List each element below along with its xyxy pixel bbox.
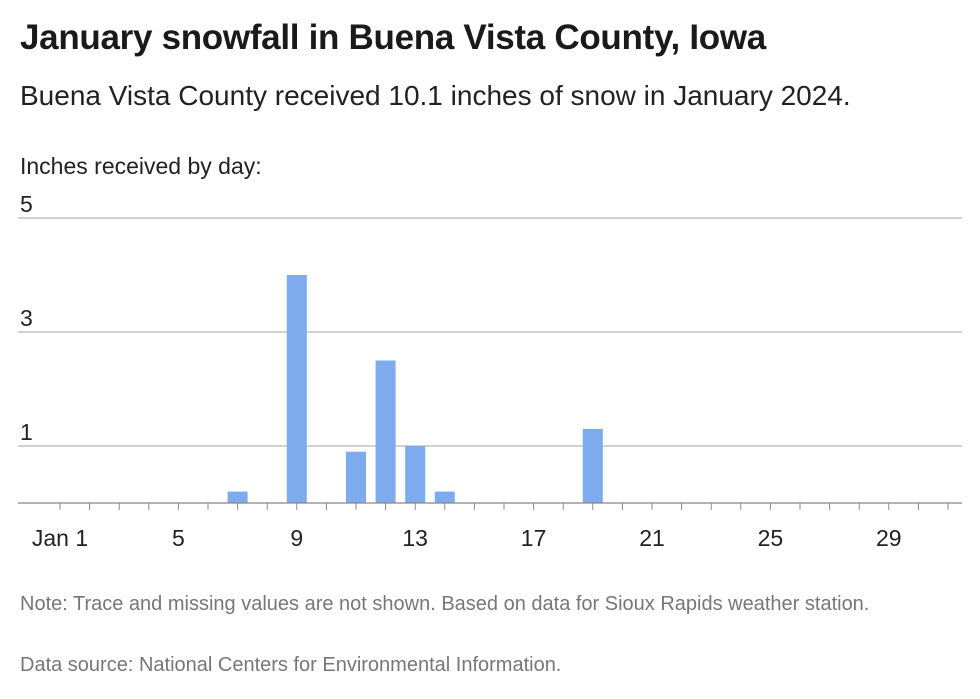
gridlines: [18, 217, 962, 447]
x-tick-label: 29: [876, 525, 902, 551]
bar: [227, 491, 248, 503]
x-tick-label: 5: [172, 525, 185, 551]
y-tick-label: 1: [20, 419, 33, 445]
bar: [582, 428, 603, 503]
chart-source: Data source: National Centers for Enviro…: [20, 654, 562, 676]
bar: [405, 446, 426, 503]
chart-note: Note: Trace and missing values are not s…: [20, 593, 870, 615]
x-axis: Jan 1 5 9 13 17 21 25 29: [18, 502, 962, 551]
y-axis-ticks: 5 3 1: [20, 191, 33, 445]
y-axis-label: Inches received by day:: [20, 153, 262, 179]
y-tick-label: 5: [20, 191, 33, 217]
bar: [346, 451, 366, 503]
bar-chart: Jan 1 5 9 13 17 21 25 29 5 3 1: [18, 191, 962, 551]
bar: [434, 491, 455, 503]
x-tick-label: 17: [521, 525, 547, 551]
x-tick-label: Jan 1: [32, 525, 88, 551]
x-tick-label: 9: [290, 525, 303, 551]
bar: [375, 360, 396, 503]
x-tick-label: 13: [402, 525, 428, 551]
x-tick-label: 25: [758, 525, 784, 551]
bar: [286, 275, 307, 503]
bars: [227, 275, 603, 503]
chart-subtitle: Buena Vista County received 10.1 inches …: [20, 80, 851, 111]
x-tick-label: 21: [639, 525, 665, 551]
chart-title: January snowfall in Buena Vista County, …: [20, 18, 766, 57]
y-tick-label: 3: [20, 305, 33, 331]
